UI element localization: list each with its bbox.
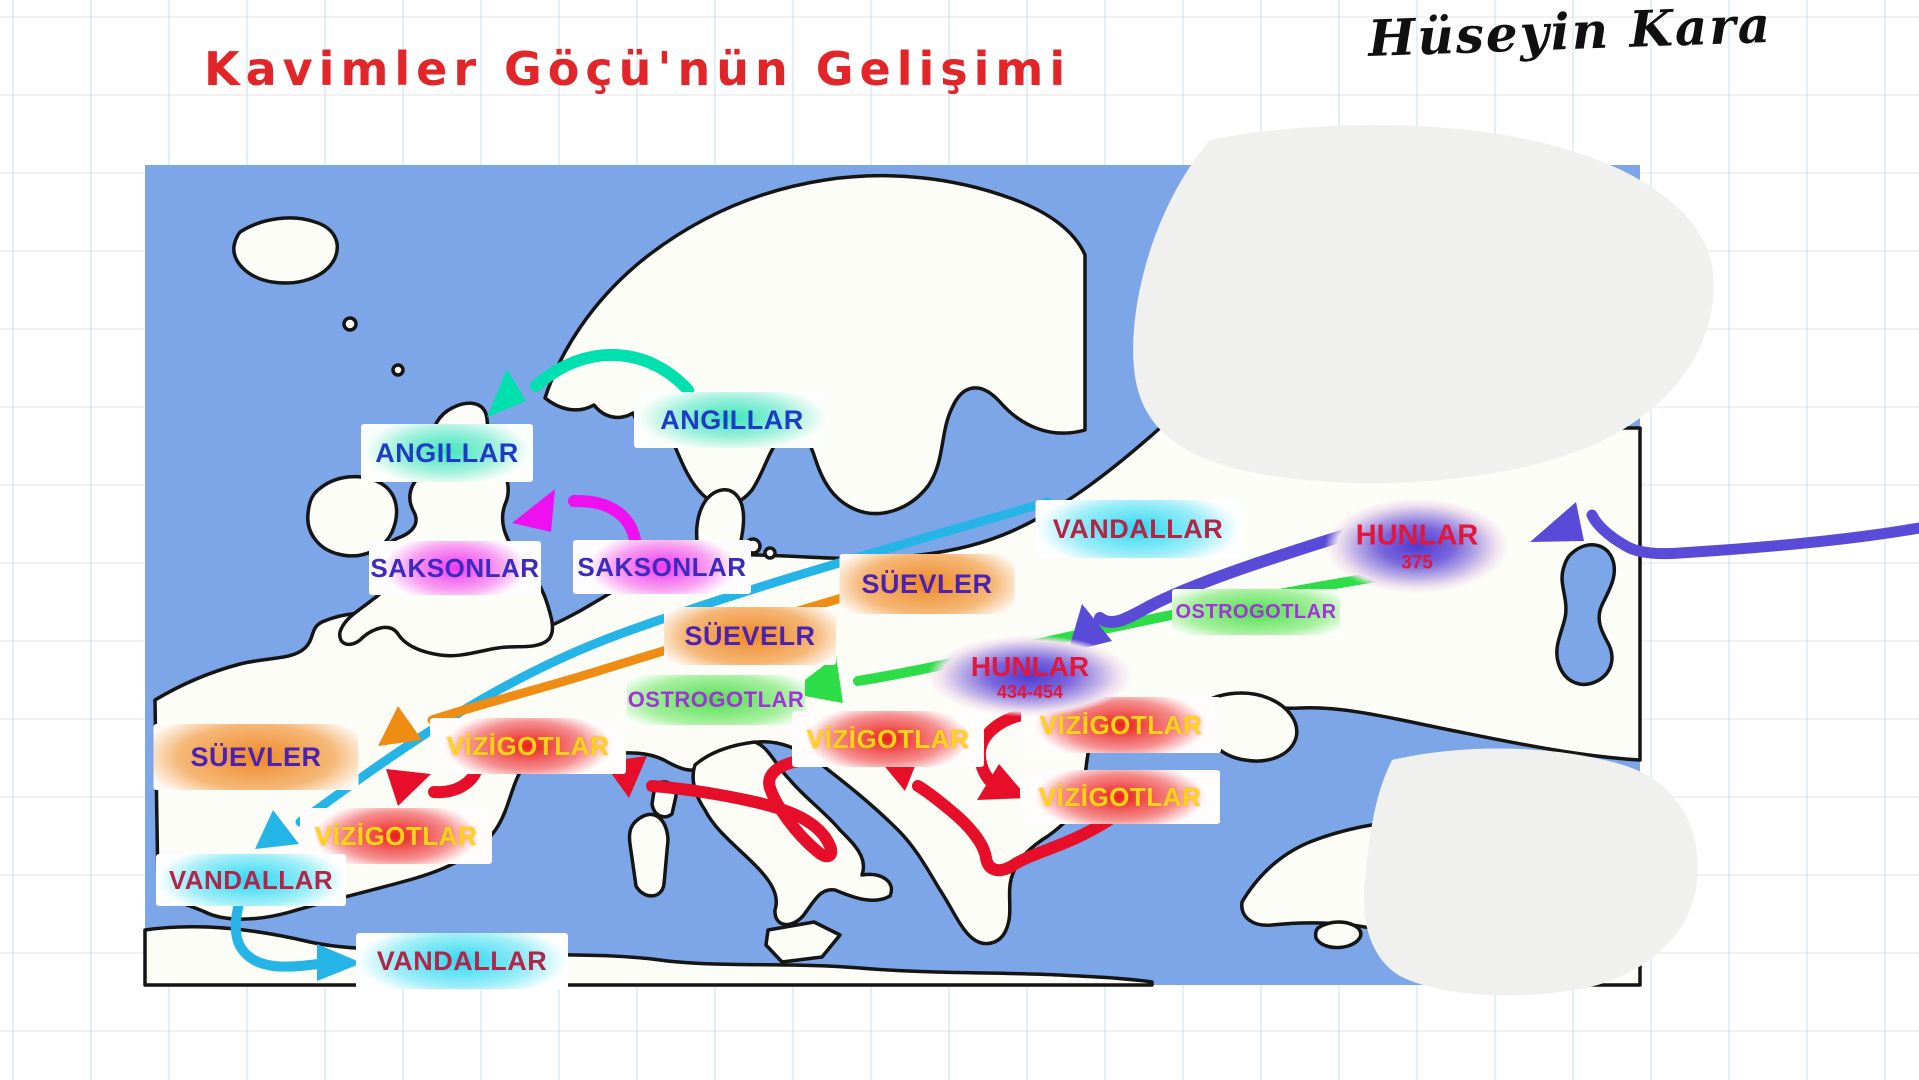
- vandallar-migration-arrow: [255, 497, 1053, 849]
- saksonlar-route-path: [568, 494, 642, 552]
- vandallar-gibraltar-arrowhead: [317, 944, 362, 981]
- small-island: [391, 363, 405, 377]
- erased-blob-bottom-right: [1363, 748, 1698, 996]
- erased-areas: [1133, 124, 1714, 996]
- hunlar-entry-path: [1586, 509, 1919, 560]
- label-suevler-origin: SÜEVLER: [839, 554, 1015, 614]
- page-title: Kavimler Göçü'nün Gelişimi: [204, 42, 1072, 96]
- saksonlar-migration-arrow: [512, 489, 642, 552]
- landmass-sicily: [764, 920, 842, 964]
- vizigotlar-path-3: [646, 752, 857, 863]
- danish-island: [763, 546, 777, 560]
- angillar-arrowhead: [487, 369, 526, 417]
- vandallar-gibraltar-path: [230, 895, 323, 972]
- vizigotlar-path-2: [912, 780, 1118, 877]
- label-suevler-iberia: SÜEVLER: [153, 724, 359, 790]
- label-vandallar-iberia: VANDALLAR: [156, 854, 346, 906]
- vandallar-arrowhead: [255, 810, 299, 849]
- suevler-arrowhead: [378, 706, 422, 746]
- label-vizigotlar-illyria: VİZİGOTLAR: [792, 711, 984, 767]
- angillar-migration-arrow: [487, 349, 694, 417]
- erased-blob-top-right: [1133, 124, 1714, 484]
- label-vandallar-africa: VANDALLAR: [356, 933, 568, 989]
- vizigotlar-arrowhead-1: [977, 764, 1028, 800]
- label-angillar-britain: ANGILLAR: [361, 424, 533, 482]
- label-suevelr-mid: SÜEVELR: [664, 607, 836, 665]
- label-saksonlar-britain: SAKSONLAR: [369, 541, 541, 595]
- label-saksonlar-origin: SAKSONLAR: [573, 540, 751, 594]
- saksonlar-arrowhead: [512, 489, 555, 532]
- hunlar-entry-arrow: [1530, 502, 1919, 560]
- hunlar-east-name: HUNLAR: [1355, 519, 1479, 552]
- vizigotlar-arrowhead-4: [386, 769, 431, 806]
- label-angillar-origin: ANGILLAR: [634, 392, 830, 448]
- label-vandallar-origin: VANDALLAR: [1035, 500, 1241, 558]
- label-hunlar-west: HUNLAR 434-454: [927, 635, 1133, 717]
- angillar-route-path: [530, 349, 694, 396]
- hunlar-west-name: HUNLAR: [970, 650, 1090, 682]
- landmass-sardinia: [627, 812, 670, 898]
- hunlar-east-year: 375: [1401, 552, 1433, 574]
- hunlar-west-year: 434-454: [996, 682, 1064, 703]
- vandallar-route-path: [295, 497, 1053, 827]
- label-vizigotlar-gaul: VİZİGOTLAR: [430, 718, 626, 774]
- label-vizigotlar-moesia: VİZİGOTLAR: [1020, 770, 1220, 824]
- label-ostrogotlar-mid: OSTROGOTLAR: [627, 675, 805, 725]
- caspian-sea: [1555, 543, 1617, 687]
- landmass-cyprus: [1313, 920, 1363, 950]
- landmass-iceland: [232, 216, 339, 285]
- vandallar-gibraltar-arrow: [230, 895, 362, 981]
- label-ostrogotlar-east: OSTROGOTLAR: [1172, 589, 1340, 635]
- hunlar-entry-arrowhead: [1530, 502, 1584, 542]
- migration-routes: [230, 349, 1919, 981]
- label-hunlar-east: HUNLAR 375: [1324, 498, 1510, 594]
- small-island: [342, 316, 358, 332]
